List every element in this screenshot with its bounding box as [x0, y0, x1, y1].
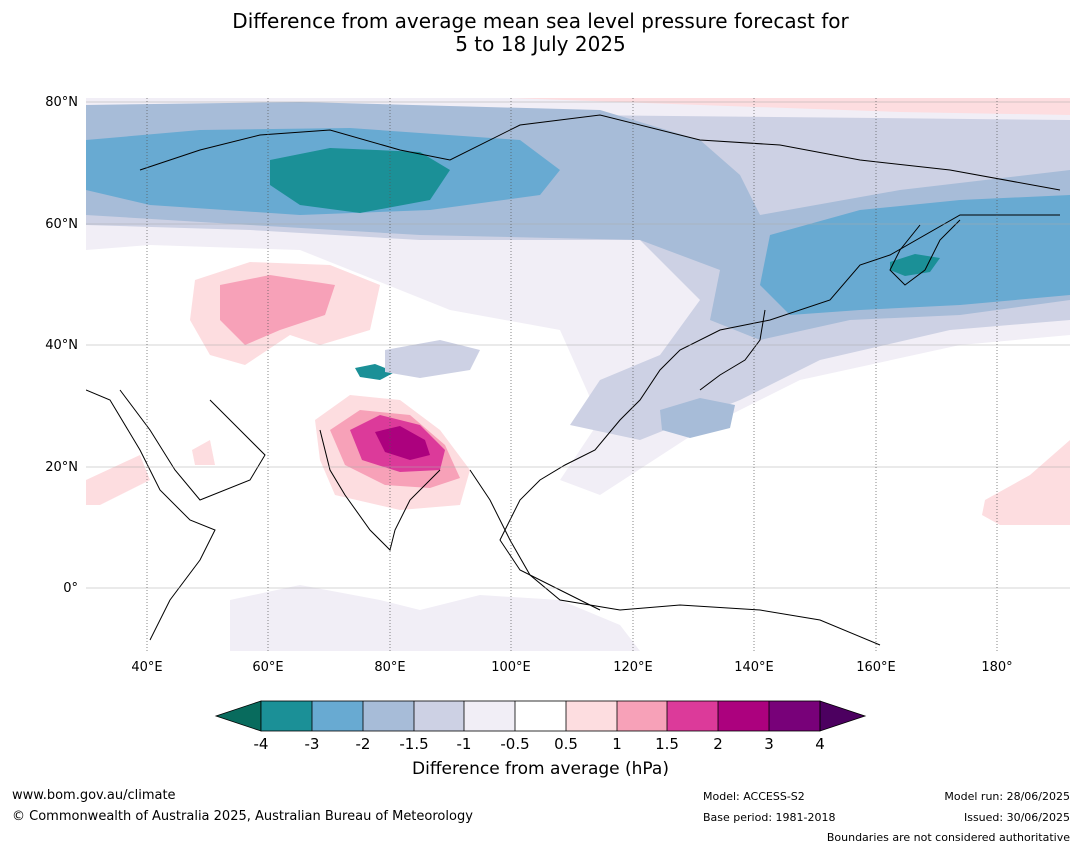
- colorbar-tick: -4: [253, 735, 269, 753]
- colorbar-seg-10: [718, 701, 769, 731]
- colorbar-seg-11: [769, 701, 820, 731]
- colorbar-tick: 4: [815, 735, 825, 753]
- colorbar-tick: -1.5: [399, 735, 429, 753]
- anomaly-pos-pacific: [982, 440, 1070, 525]
- coastline-east-asia: [499, 214, 1060, 611]
- coastline-arctic: [139, 114, 1061, 191]
- anomaly-pos-central-asia-1: [220, 275, 335, 345]
- lat-label-0: 0°: [63, 581, 78, 596]
- disclaimer-text: Boundaries are not considered authoritat…: [826, 831, 1070, 844]
- colorbar-dividers: [260, 700, 821, 732]
- base-period-text: Base period: 1981-2018: [703, 811, 836, 824]
- colorbar: [214, 700, 867, 732]
- coastline-arabia: [119, 389, 266, 501]
- lon-label-160e: 160°E: [856, 660, 896, 675]
- lat-gridlines: [86, 101, 1070, 589]
- title-line-1: Difference from average mean sea level p…: [232, 9, 849, 33]
- coastline-kamchatka: [889, 219, 961, 286]
- bom-url-link[interactable]: www.bom.gov.au/climate: [12, 788, 176, 803]
- lat-label-60n: 60°N: [45, 217, 78, 232]
- title-line-2: 5 to 18 July 2025: [455, 32, 626, 56]
- lon-label-100e: 100°E: [491, 660, 531, 675]
- coastline-africa: [86, 389, 216, 641]
- colorbar-tick: 2: [713, 735, 723, 753]
- colorbar-seg-1: [261, 701, 312, 731]
- issued-text: Issued: 30/06/2025: [963, 811, 1070, 824]
- colorbar-tick: -0.5: [500, 735, 530, 753]
- map-area: [86, 98, 1070, 651]
- colorbar-seg-6: [515, 701, 566, 731]
- lon-label-80e: 80°E: [374, 660, 406, 675]
- lon-gridlines: [146, 98, 998, 651]
- lat-label-80n: 80°N: [45, 95, 78, 110]
- anomaly-blob-tropics: [230, 585, 640, 651]
- colorbar-seg-2: [312, 701, 363, 731]
- colorbar-seg-4: [414, 701, 464, 731]
- lon-label-60e: 60°E: [252, 660, 284, 675]
- anomaly-blob-east-sea: [660, 398, 735, 438]
- colorbar-tick: 1: [612, 735, 622, 753]
- colorbar-seg-8: [617, 701, 667, 731]
- lon-label-40e: 40°E: [131, 660, 163, 675]
- lon-label-120e: 120°E: [613, 660, 653, 675]
- lon-label-140e: 140°E: [734, 660, 774, 675]
- colorbar-title: Difference from average (hPa): [412, 759, 669, 779]
- colorbar-extend-high: [819, 700, 867, 732]
- anomaly-band-minus-3: [270, 148, 450, 213]
- anomaly-pos-africa: [86, 455, 150, 505]
- anomaly-blob-tibet: [385, 340, 480, 378]
- colorbar-seg-7: [566, 701, 617, 731]
- colorbar-seg-5: [464, 701, 515, 731]
- chart-title: Difference from average mean sea level p…: [0, 10, 1081, 56]
- colorbar-extend-low: [214, 700, 262, 732]
- model-run-text: Model run: 28/06/2025: [944, 790, 1070, 803]
- gridlines: [86, 98, 1070, 651]
- colorbar-tick: 1.5: [655, 735, 679, 753]
- colorbar-tick: -3: [304, 735, 320, 753]
- copyright-text: © Commonwealth of Australia 2025, Austra…: [12, 809, 473, 824]
- anomaly-pos-india-2: [375, 426, 430, 460]
- coastline-india: [319, 429, 441, 551]
- colorbar-seg-3: [363, 701, 414, 731]
- coastline-japan: [699, 309, 766, 391]
- anomaly-pos-arabia: [192, 440, 215, 465]
- colorbar-tick: -2: [355, 735, 371, 753]
- coastline-se-asia: [469, 469, 881, 646]
- colorbar-seg-9: [667, 701, 718, 731]
- lat-label-40n: 40°N: [45, 338, 78, 353]
- colorbar-tick: -1: [456, 735, 472, 753]
- lat-label-20n: 20°N: [45, 460, 78, 475]
- colorbar-tick: 3: [764, 735, 774, 753]
- lon-label-180: 180°: [981, 660, 1013, 675]
- coastlines: [86, 114, 1061, 646]
- anomaly-band-minus-3b: [890, 254, 940, 276]
- model-text: Model: ACCESS-S2: [703, 790, 805, 803]
- colorbar-tick: 0.5: [554, 735, 578, 753]
